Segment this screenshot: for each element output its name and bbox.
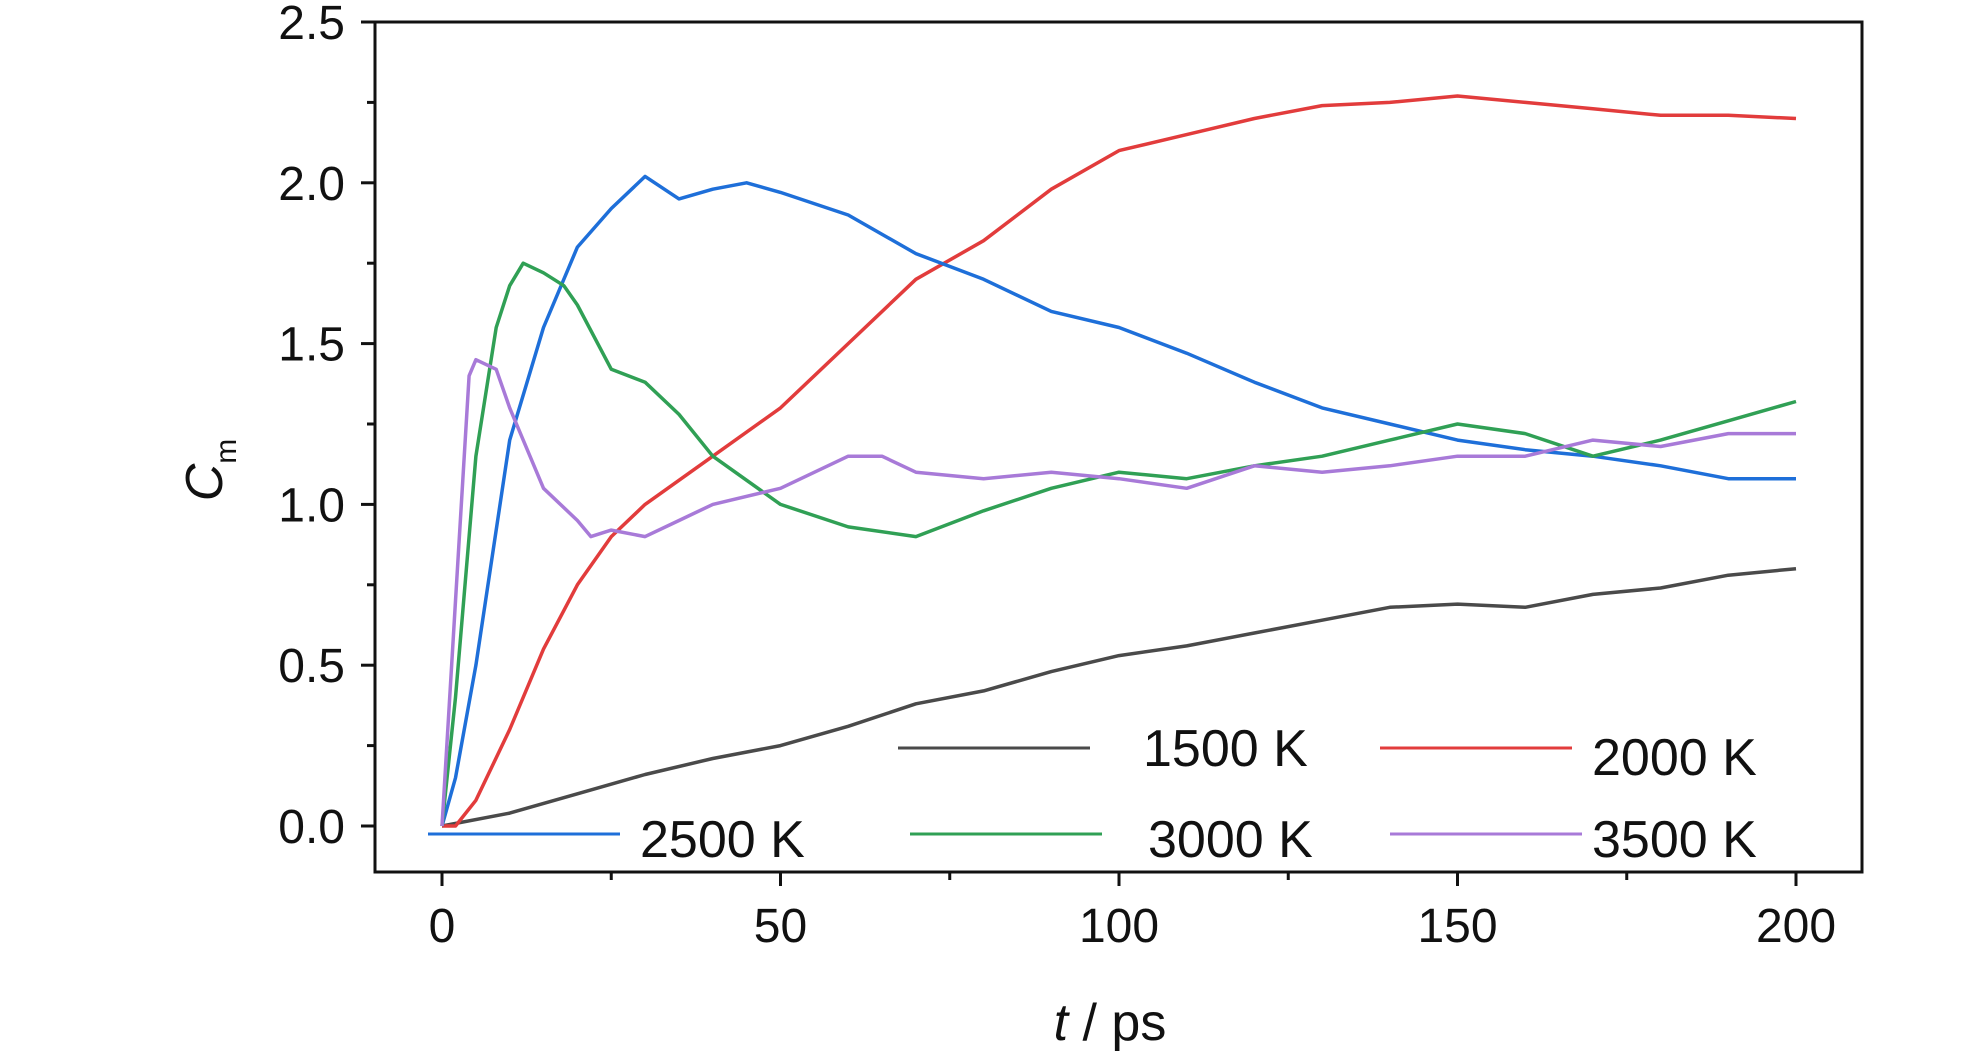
x-axis-title-italic: t <box>1054 994 1071 1052</box>
series-line-2500k <box>440 174 1796 827</box>
x-tick-label: 0 <box>429 900 456 953</box>
y-tick-label: 1.5 <box>278 319 345 372</box>
y-tick-label: 2.0 <box>278 158 345 211</box>
legend-label-2000k: 2000 K <box>1592 729 1757 787</box>
series-line-3500k <box>440 357 1796 827</box>
legend: 1500 K 2000 K 2500 K 3000 K 3500 K <box>428 720 1757 869</box>
x-tick-label: 50 <box>754 900 807 953</box>
x-tick-label: 200 <box>1756 900 1836 953</box>
legend-label-3000k: 3000 K <box>1148 811 1313 869</box>
y-axis-title: Cm <box>176 439 243 502</box>
series-lines <box>440 94 1797 828</box>
x-axis-title: t / ps <box>1054 994 1167 1052</box>
x-tick-label: 100 <box>1079 900 1159 953</box>
x-tick-label: 150 <box>1417 900 1497 953</box>
x-axis-title-rest: / ps <box>1068 994 1166 1052</box>
legend-label-3500k: 3500 K <box>1592 811 1757 869</box>
series-line-1500k <box>441 566 1797 828</box>
y-tick-label: 2.5 <box>278 0 345 50</box>
y-axis-title-main: C <box>176 463 234 501</box>
y-tick-label: 0.5 <box>278 640 345 693</box>
y-axis-title-sub: m <box>210 439 243 464</box>
series-line-2000k <box>442 94 1797 828</box>
y-tick-label: 1.0 <box>278 479 345 532</box>
legend-label-1500k: 1500 K <box>1143 720 1308 778</box>
series-line-3000k <box>440 261 1797 827</box>
axis-ticks: 0 50 100 150 200 0.0 0.5 1.0 1.5 2.0 2.5 <box>278 0 1836 953</box>
legend-label-2500k: 2500 K <box>640 811 805 869</box>
y-tick-label: 0.0 <box>278 801 345 854</box>
